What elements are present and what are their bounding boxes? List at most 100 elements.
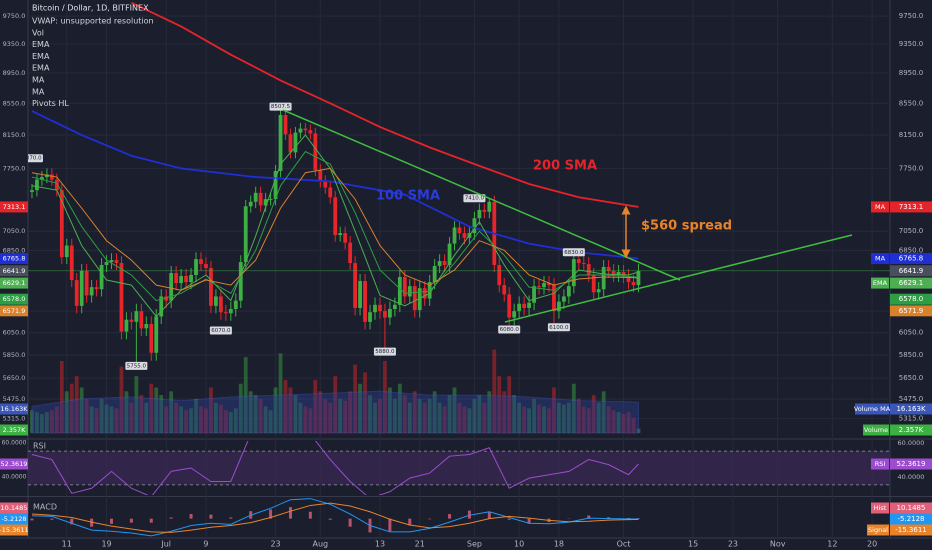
y-tick-label: 9350.0 [3, 40, 26, 48]
y-tick-label: 40.0000 [898, 473, 925, 481]
volume-bar [288, 387, 293, 433]
price-badge [0, 502, 28, 514]
volume-bar [40, 414, 44, 433]
volume-bar [378, 398, 382, 433]
series-tag [863, 424, 889, 436]
volume-bar [30, 410, 34, 433]
x-tick-label: Sep [467, 540, 482, 549]
legend: VWAP: unsupported resolution Vol EMA EMA EMA… [32, 17, 154, 109]
pivot-box [125, 361, 148, 370]
volume-bar [462, 406, 467, 433]
volume-bar [373, 402, 377, 433]
volume-bar [392, 398, 397, 433]
y-tick-label: 8950.0 [3, 69, 26, 77]
volume-bar [308, 408, 313, 433]
price-badge-label: -15.3611 [895, 526, 926, 534]
price-badge [0, 293, 28, 305]
price-badge-label: 6641.9 [899, 267, 924, 275]
candle-body [626, 276, 631, 283]
pane-label: RSI [33, 442, 46, 451]
moving-average-line [131, 1, 639, 208]
legend-item: EMA [32, 64, 50, 73]
x-tick-label: 13 [375, 540, 385, 549]
candle-body [586, 264, 591, 275]
pivot-label: 6100.0 [549, 325, 569, 331]
candle-body [74, 280, 79, 306]
y-tick-label: 7750.0 [899, 164, 924, 172]
macd-histogram-bar [607, 517, 611, 519]
y-tick-label: 40.0000 [2, 473, 27, 480]
volume-bar [154, 387, 159, 433]
series-tag [867, 524, 889, 536]
candle-body [154, 316, 159, 353]
price-badge [0, 424, 28, 436]
legend-item: Pivots HL [32, 99, 69, 108]
candle-body [616, 271, 621, 275]
volume-bar [616, 412, 621, 433]
annotation: 100 SMA [376, 189, 440, 204]
price-badge-label: 52.3619 [1, 460, 28, 468]
volume-bar [263, 406, 268, 433]
macd-layer [30, 498, 640, 537]
volume-bar [532, 398, 536, 433]
price-badge-label: 6629.1 [899, 279, 924, 287]
candle-body [94, 287, 99, 290]
candle-body [59, 190, 64, 258]
macd-histogram-bar [50, 518, 54, 520]
price-badge [0, 524, 28, 536]
annotation: 200 SMA [533, 159, 597, 174]
macd-histogram-bar [149, 518, 153, 523]
candle-body [353, 263, 358, 308]
y-tick-label: 6050.0 [899, 329, 924, 337]
macd-histogram-bar [189, 514, 193, 519]
volume-bar [557, 402, 561, 433]
volume-bar [194, 398, 198, 433]
price-badge [0, 265, 28, 277]
candle-body [49, 174, 54, 180]
price-badge [0, 201, 28, 213]
volume-bar [293, 395, 298, 433]
candle-body [373, 304, 377, 313]
volume-bar [69, 383, 74, 433]
x-tick-label: Jul [160, 540, 171, 549]
volume-bar [626, 412, 631, 433]
x-tick-label: 19 [101, 540, 111, 549]
volume-bar [99, 398, 104, 433]
candle-body [293, 132, 298, 153]
volume-bar [407, 402, 412, 433]
candle-body [149, 324, 154, 353]
candle-body [248, 201, 253, 207]
x-tick-label: Aug [312, 540, 328, 549]
y-tick-label: 8950.0 [899, 69, 924, 77]
price-badge-label: 6765.8 [3, 255, 26, 263]
candle-body [129, 319, 134, 322]
volume-bar [74, 376, 79, 433]
price-badge-label: 6629.1 [3, 279, 26, 287]
candle-body [258, 192, 263, 206]
candle-body [596, 289, 601, 293]
candle-body [204, 264, 208, 268]
volume-bar [517, 402, 522, 433]
volume-bar [497, 376, 502, 433]
y-tick-label: 9350.0 [899, 40, 924, 48]
macd-histogram-bar [110, 518, 114, 524]
candle-body [571, 259, 576, 287]
candle-body [199, 259, 203, 265]
macd-histogram-bar [587, 515, 591, 519]
candle-body [30, 190, 34, 192]
candle-body [422, 288, 427, 299]
trendline [504, 234, 853, 323]
candle-body [547, 283, 551, 286]
candle-body [552, 285, 556, 312]
candle-body [228, 309, 233, 314]
pivot-label: 6830.0 [564, 250, 584, 256]
volume-bar [432, 391, 437, 433]
candle-body [35, 179, 39, 191]
volume-bar [124, 391, 129, 433]
candle-body [522, 303, 527, 308]
price-badge [0, 277, 28, 289]
candle-body [283, 115, 288, 135]
pivot-box [562, 248, 585, 257]
macd-signal [31, 502, 639, 533]
trendline [282, 109, 681, 281]
